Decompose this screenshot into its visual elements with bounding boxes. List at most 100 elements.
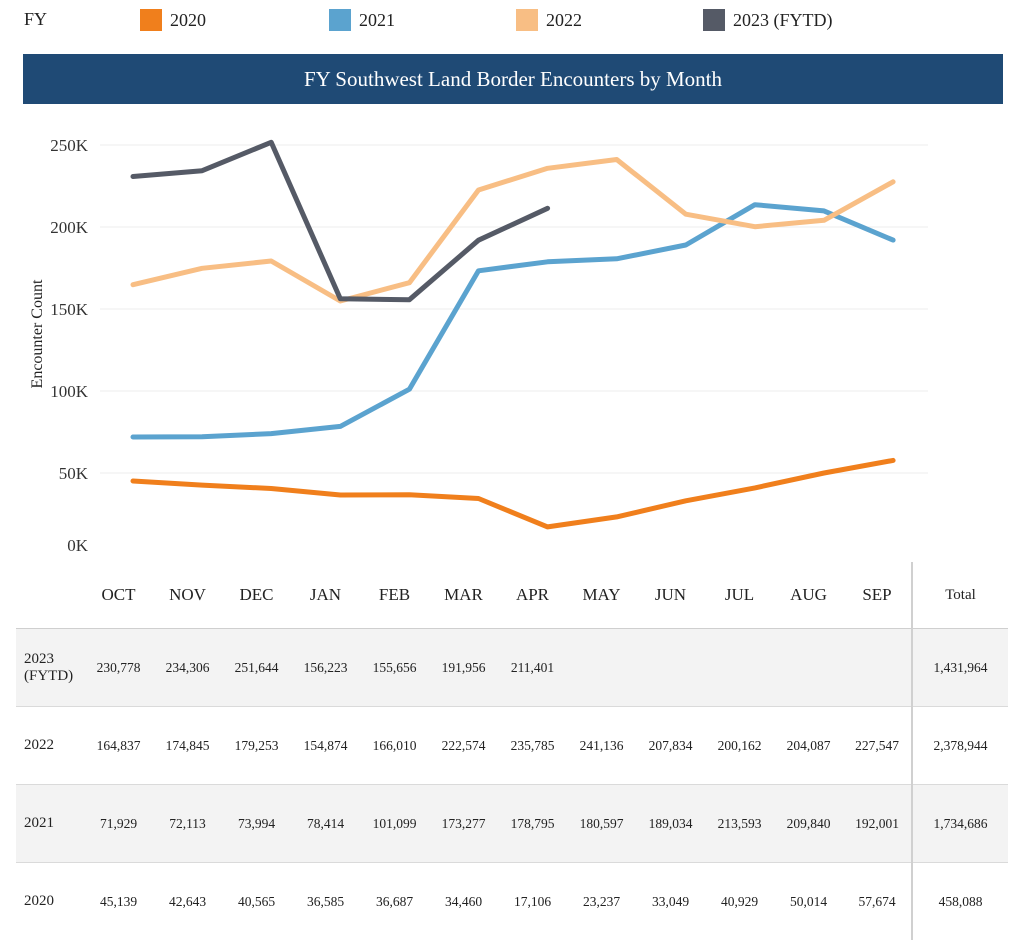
- table-cell: 23,237: [567, 863, 636, 940]
- month-header-aug: AUG: [774, 562, 843, 629]
- table-cell: [774, 629, 843, 707]
- table-cell: 42,643: [153, 863, 222, 940]
- table-cell: 227,547: [843, 707, 912, 785]
- row-total: 1,734,686: [912, 785, 1008, 863]
- table-cell: 200,162: [705, 707, 774, 785]
- legend-swatch-2020: [140, 9, 162, 31]
- y-tick-label: 50K: [59, 464, 89, 483]
- table-cell: 154,874: [291, 707, 360, 785]
- table-cell: 211,401: [498, 629, 567, 707]
- row-label: 2021: [16, 785, 84, 863]
- table-cell: [636, 629, 705, 707]
- y-tick-label: 200K: [50, 218, 89, 237]
- row-label: 2023(FYTD): [16, 629, 84, 707]
- table-cell: 166,010: [360, 707, 429, 785]
- month-header-may: MAY: [567, 562, 636, 629]
- table-cell: 251,644: [222, 629, 291, 707]
- table-cell: 189,034: [636, 785, 705, 863]
- table-cell: 71,929: [84, 785, 153, 863]
- legend-swatch-2021: [329, 9, 351, 31]
- legend-label-2020: 2020: [170, 10, 206, 31]
- legend-label-2023: 2023 (FYTD): [733, 10, 833, 31]
- table-cell: 204,087: [774, 707, 843, 785]
- table-cell: 73,994: [222, 785, 291, 863]
- y-axis-label: Encounter Count: [29, 274, 47, 394]
- table-cell: 164,837: [84, 707, 153, 785]
- y-tick-label: 250K: [50, 136, 89, 155]
- legend-swatch-2022: [516, 9, 538, 31]
- header-corner: [16, 562, 84, 629]
- table-cell: 234,306: [153, 629, 222, 707]
- table-cell: [843, 629, 912, 707]
- table-cell: 33,049: [636, 863, 705, 940]
- legend-title: FY: [24, 9, 47, 30]
- month-header-nov: NOV: [153, 562, 222, 629]
- legend-item-2021[interactable]: 2021: [329, 8, 395, 32]
- table-cell: 57,674: [843, 863, 912, 940]
- table-cell: 101,099: [360, 785, 429, 863]
- table-cell: 207,834: [636, 707, 705, 785]
- total-header: Total: [912, 562, 1008, 629]
- table-cell: 179,253: [222, 707, 291, 785]
- y-tick-label: 100K: [50, 382, 89, 401]
- table-cell: 17,106: [498, 863, 567, 940]
- series-line-2022[interactable]: [133, 160, 893, 302]
- month-header-sep: SEP: [843, 562, 912, 629]
- table-cell: 34,460: [429, 863, 498, 940]
- table-cell: 192,001: [843, 785, 912, 863]
- series-line-2021[interactable]: [133, 205, 893, 437]
- table-cell: 235,785: [498, 707, 567, 785]
- series-line-2023[interactable]: [133, 142, 548, 299]
- table-cell: 40,929: [705, 863, 774, 940]
- table-cell: 72,113: [153, 785, 222, 863]
- table-cell: 78,414: [291, 785, 360, 863]
- table-cell: 213,593: [705, 785, 774, 863]
- table-cell: 156,223: [291, 629, 360, 707]
- month-header-jun: JUN: [636, 562, 705, 629]
- y-tick-label: 150K: [50, 300, 89, 319]
- table-cell: [567, 629, 636, 707]
- table-cell: 155,656: [360, 629, 429, 707]
- legend-item-2022[interactable]: 2022: [516, 8, 582, 32]
- month-header-jul: JUL: [705, 562, 774, 629]
- legend-label-2021: 2021: [359, 10, 395, 31]
- row-total: 1,431,964: [912, 629, 1008, 707]
- series-line-2020[interactable]: [133, 460, 893, 527]
- table-cell: 36,585: [291, 863, 360, 940]
- table-cell: 178,795: [498, 785, 567, 863]
- table-cell: [705, 629, 774, 707]
- legend-swatch-2023: [703, 9, 725, 31]
- table-cell: 191,956: [429, 629, 498, 707]
- legend-item-2023[interactable]: 2023 (FYTD): [703, 8, 833, 32]
- table-cell: 209,840: [774, 785, 843, 863]
- table-cell: 174,845: [153, 707, 222, 785]
- month-header-jan: JAN: [291, 562, 360, 629]
- month-header-oct: OCT: [84, 562, 153, 629]
- table-cell: 36,687: [360, 863, 429, 940]
- legend-label-2022: 2022: [546, 10, 582, 31]
- table-cell: 45,139: [84, 863, 153, 940]
- chart-title: FY Southwest Land Border Encounters by M…: [23, 54, 1003, 104]
- month-header-dec: DEC: [222, 562, 291, 629]
- row-label: 2022: [16, 707, 84, 785]
- table-cell: 230,778: [84, 629, 153, 707]
- chart-legend: FY 2020 2021 2022 2023 (FYTD): [0, 0, 1024, 40]
- table-cell: 50,014: [774, 863, 843, 940]
- row-total: 2,378,944: [912, 707, 1008, 785]
- table-cell: 222,574: [429, 707, 498, 785]
- row-label: 2020: [16, 863, 84, 940]
- row-total: 458,088: [912, 863, 1008, 940]
- month-header-mar: MAR: [429, 562, 498, 629]
- table-cell: 241,136: [567, 707, 636, 785]
- month-header-apr: APR: [498, 562, 567, 629]
- legend-item-2020[interactable]: 2020: [140, 8, 206, 32]
- table-cell: 40,565: [222, 863, 291, 940]
- month-header-feb: FEB: [360, 562, 429, 629]
